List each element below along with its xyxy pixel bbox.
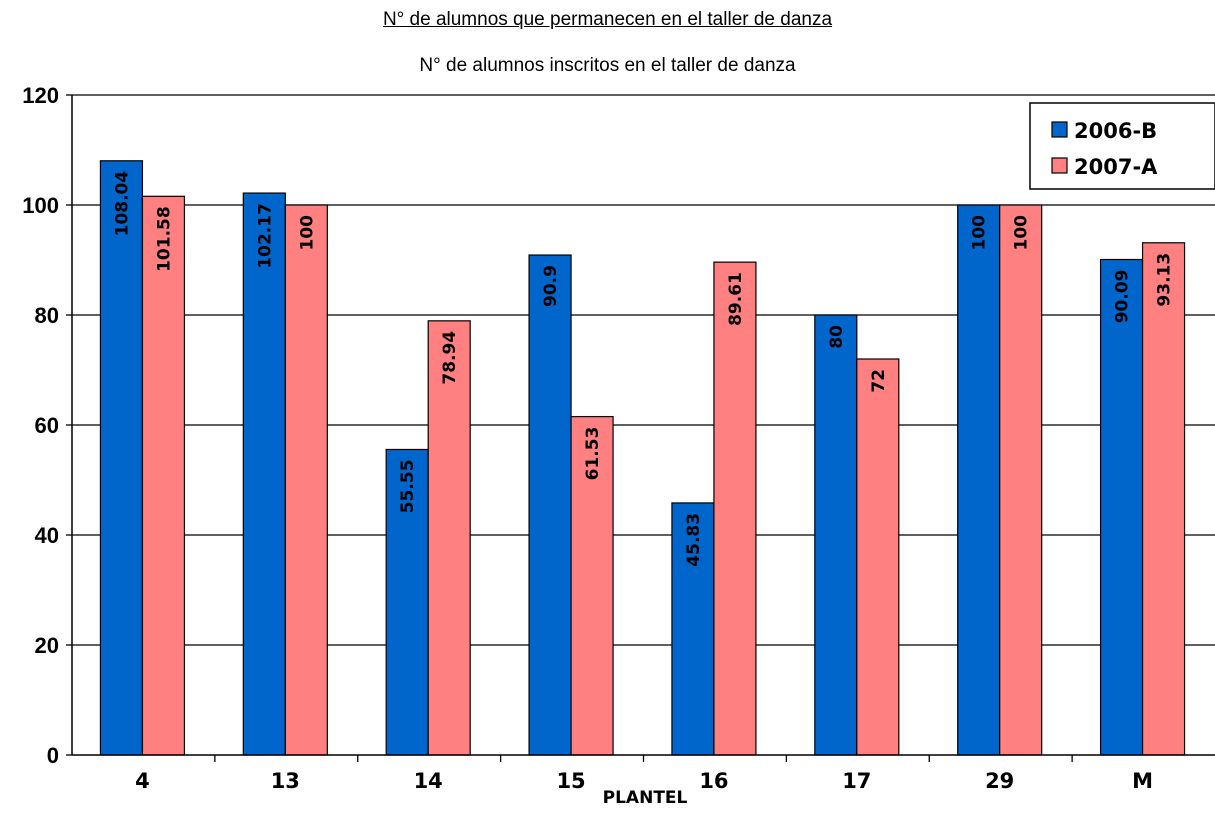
data-label: 100 (297, 215, 317, 251)
y-tick-label: 120 (22, 83, 59, 108)
bar-series2 (713, 261, 757, 756)
data-label: 101.58 (154, 206, 174, 272)
data-label: 78.94 (440, 331, 460, 385)
y-axis-ticks: 0 20 40 60 80 100 120 (22, 83, 59, 768)
data-label: 102.17 (255, 203, 275, 269)
x-tick-label: M (1132, 769, 1153, 793)
bars (99, 160, 1186, 756)
data-label: 45.83 (684, 513, 704, 567)
legend-label: 2007-A (1074, 155, 1158, 179)
y-tick-label: 60 (35, 413, 59, 438)
bar-series2 (999, 204, 1043, 756)
x-tick-label: 16 (699, 769, 728, 793)
bar-series2 (141, 195, 186, 756)
data-label: 100 (1012, 215, 1032, 251)
data-label: 108.04 (112, 171, 132, 237)
legend-box (1029, 102, 1215, 190)
x-tick-label: 15 (556, 769, 585, 793)
data-labels: 108.04 101.58 102.17 100 55.55 78.94 90.9 61.53… (112, 171, 1174, 567)
data-label: 61.53 (583, 427, 603, 481)
bar-series1 (385, 448, 429, 756)
x-tick-label: 14 (414, 769, 443, 793)
data-label: 89.61 (726, 272, 746, 326)
chart-title: N° de alumnos que permanecen en el talle… (382, 9, 833, 30)
x-tick-label: 17 (842, 769, 871, 793)
data-label: 90.09 (1113, 270, 1133, 324)
bar-series2 (284, 204, 328, 756)
chart-subtitle: N° de alumnos inscritos en el taller de … (419, 55, 796, 76)
bar-series2 (856, 358, 900, 756)
x-tick-label: 4 (135, 769, 150, 793)
x-axis-label: PLANTEL (603, 788, 688, 808)
legend-swatch (1051, 121, 1068, 138)
bar-series1 (1099, 258, 1144, 756)
x-tick-label: 29 (985, 769, 1014, 793)
y-tick-label: 100 (22, 193, 59, 218)
legend-label: 2006-B (1074, 119, 1157, 143)
bar-series2 (1141, 242, 1186, 756)
data-label: 72 (869, 369, 889, 393)
legend: 2006-B 2007-A (1029, 102, 1215, 190)
bar-series2 (427, 320, 471, 756)
bar-series1 (99, 160, 144, 756)
y-tick-label: 80 (35, 303, 59, 328)
bar-series1 (528, 254, 572, 756)
bar-series1 (957, 204, 1001, 756)
bar-series2 (570, 415, 614, 756)
legend-swatch (1051, 157, 1068, 174)
bar-series1 (814, 314, 858, 756)
y-tick-label: 20 (35, 633, 59, 658)
data-label: 55.55 (398, 459, 418, 513)
y-tick-label: 40 (35, 523, 59, 548)
x-tick-label: 13 (271, 769, 300, 793)
data-label: 90.9 (541, 265, 561, 307)
x-axis-ticks: 4 13 14 15 16 17 29 M (135, 769, 1153, 793)
data-label: 100 (970, 215, 990, 251)
data-label: 93.13 (1155, 253, 1175, 307)
axes (66, 94, 1215, 762)
bar-series1 (242, 192, 286, 756)
data-label: 80 (827, 325, 847, 349)
y-tick-label: 0 (47, 743, 59, 768)
